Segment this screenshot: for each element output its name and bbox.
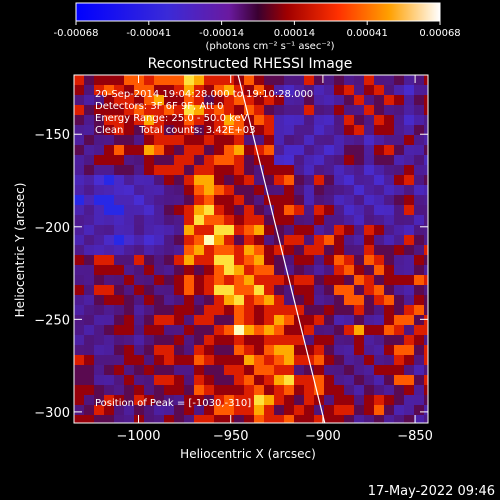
colorbar-tick-label: -0.00068 (54, 28, 99, 39)
y-tick-label: −150 (34, 128, 70, 143)
info-line-counts: Clean Total counts: 3.42E+03 (95, 125, 255, 136)
info-line-energy: Energy Range: 25.0 - 50.0 keV (95, 113, 248, 124)
colorbar-gradient (76, 3, 440, 21)
x-axis-label: Heliocentric X (arcsec) (180, 447, 316, 461)
colorbar: -0.00068 -0.00041 -0.00014 0.00014 0.00041 0.… (54, 2, 461, 52)
y-axis-label: Heliocentric Y (arcsec) (13, 183, 27, 318)
y-tick-label: −250 (34, 313, 70, 328)
colorbar-unit-label: (photons cm⁻² s⁻¹ asec⁻²) (205, 41, 334, 52)
colorbar-tick-label: 0.00041 (347, 28, 388, 39)
plot-title: Reconstructed RHESSI Image (148, 56, 353, 72)
y-axis-ticks: −150 −200 −250 −300 (34, 128, 428, 421)
timestamp: 17-May-2022 09:46 (368, 484, 495, 499)
colorbar-tick-label: 0.00068 (419, 28, 460, 39)
colorbar-tick-label: -0.00014 (199, 28, 244, 39)
solar-limb-line (237, 75, 326, 423)
y-tick-label: −300 (34, 406, 70, 421)
x-tick-label: −900 (305, 429, 341, 444)
colorbar-tick-labels: -0.00068 -0.00041 -0.00014 0.00014 0.00041 0.… (54, 28, 461, 39)
observation-info: 20-Sep-2014 19:04:28.000 to 19:10:28.000… (95, 89, 313, 409)
colorbar-tick-label: -0.00041 (126, 28, 171, 39)
x-tick-label: −1000 (117, 429, 161, 444)
plot-frame (73, 74, 429, 424)
peak-position-label: Position of Peak = [-1030,-310] (95, 398, 251, 409)
info-line-detectors: Detectors: 3F 6F 9F, Att 0 (95, 101, 223, 112)
y-tick-label: −200 (34, 221, 70, 236)
colorbar-tick-label: 0.00014 (274, 28, 315, 39)
info-line-time: 20-Sep-2014 19:04:28.000 to 19:10:28.000 (95, 89, 313, 100)
x-tick-label: −850 (397, 429, 433, 444)
x-tick-label: −950 (213, 429, 249, 444)
heatmap (74, 75, 428, 423)
colorbar-ticks (75, 2, 441, 25)
x-axis-ticks: −1000 −950 −900 −850 (117, 75, 433, 444)
